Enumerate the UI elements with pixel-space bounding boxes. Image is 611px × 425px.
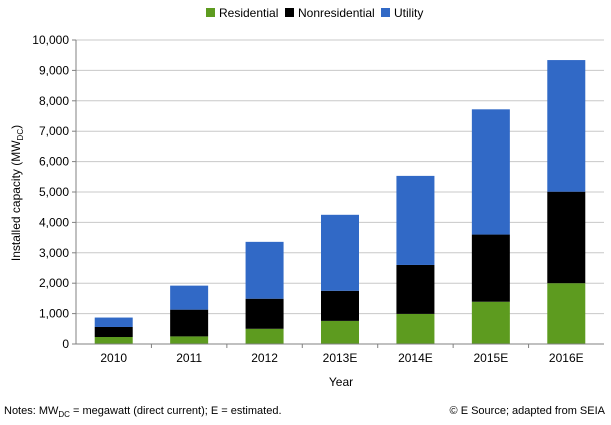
bar-nonresidential-2012 xyxy=(245,298,284,329)
bar-nonresidential-2014e xyxy=(396,264,435,314)
notes-text: Notes: MWDC = megawatt (direct current);… xyxy=(4,405,282,419)
legend-swatch-nonresidential xyxy=(285,8,294,17)
bar-residential-2012 xyxy=(245,328,284,344)
notes-suffix: = megawatt (direct current); E = estimat… xyxy=(69,405,282,417)
x-tick-label: 2016E xyxy=(549,351,584,365)
bar-residential-2016e xyxy=(547,283,586,344)
legend: Residential Nonresidential Utility xyxy=(206,6,423,20)
bar-residential-2015e xyxy=(471,301,510,344)
bar-nonresidential-2011 xyxy=(170,309,209,337)
legend-swatch-residential xyxy=(206,8,215,17)
legend-swatch-utility xyxy=(381,8,390,17)
y-tick-label: 2,000 xyxy=(39,276,69,290)
x-axis-title: Year xyxy=(329,375,353,389)
bar-residential-2014e xyxy=(396,313,435,344)
y-tick-label: 5,000 xyxy=(39,185,69,199)
bar-utility-2012 xyxy=(245,241,284,299)
x-tick-labels: 2010 2011 2012 2013E 2014E 2015E 2016E xyxy=(100,344,584,365)
bar-nonresidential-2016e xyxy=(547,191,586,284)
y-tick-label: 6,000 xyxy=(39,155,69,169)
notes-subscript: DC xyxy=(58,410,70,420)
bar-utility-2013e xyxy=(321,214,359,291)
bar-utility-2015e xyxy=(471,109,510,235)
x-tick-label: 2010 xyxy=(100,351,127,365)
gridlines xyxy=(76,39,604,315)
y-tick-labels: 0 1,000 2,000 3,000 4,000 5,000 6,000 7,000 8,00… xyxy=(32,33,76,351)
legend-label-utility: Utility xyxy=(394,6,423,20)
bar-nonresidential-2015e xyxy=(471,234,510,302)
notes-prefix: Notes: MW xyxy=(4,405,59,417)
y-axis-title-sub: DC xyxy=(16,129,25,141)
bar-nonresidential-2010 xyxy=(94,326,133,338)
bar-residential-2011 xyxy=(170,336,209,344)
x-tick-label: 2011 xyxy=(176,351,202,365)
y-tick-label: 7,000 xyxy=(39,124,69,138)
y-axis-title: Installed capacity (MWDC) xyxy=(9,125,25,261)
x-tick-label: 2013E xyxy=(323,351,358,365)
bar-residential-2010 xyxy=(94,337,133,344)
bar-utility-2011 xyxy=(170,285,209,310)
legend-label-nonresidential: Nonresidential xyxy=(298,6,375,20)
y-axis-title-main: Installed capacity (MW xyxy=(9,140,23,261)
x-tick-label: 2015E xyxy=(474,351,509,365)
y-axis-title-end: ) xyxy=(9,125,23,129)
y-tick-label: 8,000 xyxy=(39,94,69,108)
bars xyxy=(94,60,586,344)
bar-utility-2010 xyxy=(94,317,133,327)
y-tick-label: 10,000 xyxy=(32,33,69,47)
y-tick-label: 4,000 xyxy=(39,215,69,229)
y-tick-label: 9,000 xyxy=(39,63,69,77)
bar-utility-2016e xyxy=(547,60,586,192)
legend-label-residential: Residential xyxy=(219,6,278,20)
bar-utility-2014e xyxy=(396,175,435,265)
bar-nonresidential-2013e xyxy=(321,290,359,321)
stacked-bar-chart: 0 1,000 2,000 3,000 4,000 5,000 6,000 7,000 8,00… xyxy=(9,6,604,389)
y-tick-label: 1,000 xyxy=(39,307,69,321)
y-tick-label: 3,000 xyxy=(39,246,69,260)
bar-residential-2013e xyxy=(321,320,359,344)
x-tick-label: 2014E xyxy=(398,351,433,365)
x-tick-label: 2012 xyxy=(251,351,278,365)
source-credit: © E Source; adapted from SEIA xyxy=(449,405,605,417)
y-tick-label: 0 xyxy=(62,337,69,351)
